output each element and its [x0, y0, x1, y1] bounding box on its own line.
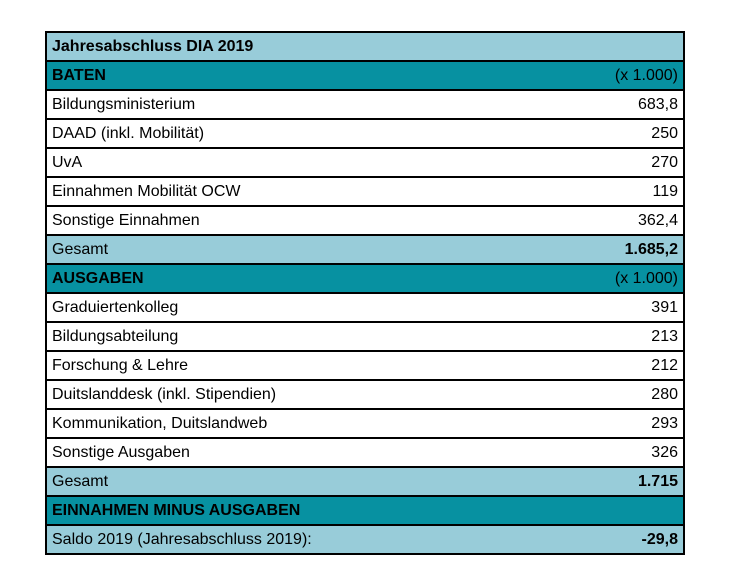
section-header-row-saldo: EINNAHMEN MINUS AUSGABEN — [47, 497, 683, 526]
row-label: Graduiertenkolleg — [52, 299, 179, 316]
row-label: Duitslanddesk (inkl. Stipendien) — [52, 386, 277, 403]
table-title: Jahresabschluss DIA 2019 — [52, 38, 254, 55]
table-row: Graduiertenkolleg 391 — [47, 294, 683, 323]
total-label: Gesamt — [52, 241, 109, 258]
table-row: Duitslanddesk (inkl. Stipendien) 280 — [47, 381, 683, 410]
section-header-row-ausgaben: AUSGABEN (x 1.000) — [47, 265, 683, 294]
table-title-row: Jahresabschluss DIA 2019 — [47, 33, 683, 62]
total-value: 1.715 — [637, 473, 678, 490]
row-label: Bildungsabteilung — [52, 328, 179, 345]
unit-note: (x 1.000) — [614, 67, 678, 84]
row-value: 683,8 — [637, 96, 678, 113]
row-value: 213 — [651, 328, 678, 345]
section-header-label: AUSGABEN — [52, 270, 144, 287]
row-value: 326 — [651, 444, 678, 461]
total-label: Gesamt — [52, 473, 109, 490]
total-row-baten: Gesamt 1.685,2 — [47, 236, 683, 265]
row-value: 293 — [651, 415, 678, 432]
table-row: Kommunikation, Duitslandweb 293 — [47, 410, 683, 439]
row-label: Einnahmen Mobilität OCW — [52, 183, 241, 200]
row-label: UvA — [52, 154, 83, 171]
table-row: Sonstige Einnahmen 362,4 — [47, 207, 683, 236]
section-header-label: BATEN — [52, 67, 106, 84]
table-row: Bildungsabteilung 213 — [47, 323, 683, 352]
row-label: Forschung & Lehre — [52, 357, 189, 374]
result-label: Saldo 2019 (Jahresabschluss 2019): — [52, 531, 312, 548]
row-label: Sonstige Ausgaben — [52, 444, 190, 461]
result-value: -29,8 — [641, 531, 678, 548]
table-row: Sonstige Ausgaben 326 — [47, 439, 683, 468]
row-label: Kommunikation, Duitslandweb — [52, 415, 268, 432]
row-value: 280 — [651, 386, 678, 403]
section-header-label: EINNAHMEN MINUS AUSGABEN — [52, 502, 301, 519]
table-row: DAAD (inkl. Mobilität) 250 — [47, 120, 683, 149]
row-value: 362,4 — [637, 212, 678, 229]
table-row: Forschung & Lehre 212 — [47, 352, 683, 381]
table-row: Bildungsministerium 683,8 — [47, 91, 683, 120]
row-value: 212 — [651, 357, 678, 374]
unit-note: (x 1.000) — [614, 270, 678, 287]
row-label: DAAD (inkl. Mobilität) — [52, 125, 205, 142]
row-value: 250 — [651, 125, 678, 142]
section-header-row-baten: BATEN (x 1.000) — [47, 62, 683, 91]
row-label: Bildungsministerium — [52, 96, 196, 113]
total-row-ausgaben: Gesamt 1.715 — [47, 468, 683, 497]
row-value: 270 — [651, 154, 678, 171]
row-value: 391 — [651, 299, 678, 316]
financial-statement-table: Jahresabschluss DIA 2019 BATEN (x 1.000)… — [45, 31, 685, 555]
table-row: UvA 270 — [47, 149, 683, 178]
total-value: 1.685,2 — [624, 241, 678, 258]
row-value: 119 — [652, 183, 678, 200]
table-row: Einnahmen Mobilität OCW 119 — [47, 178, 683, 207]
result-row: Saldo 2019 (Jahresabschluss 2019): -29,8 — [47, 526, 683, 553]
row-label: Sonstige Einnahmen — [52, 212, 200, 229]
